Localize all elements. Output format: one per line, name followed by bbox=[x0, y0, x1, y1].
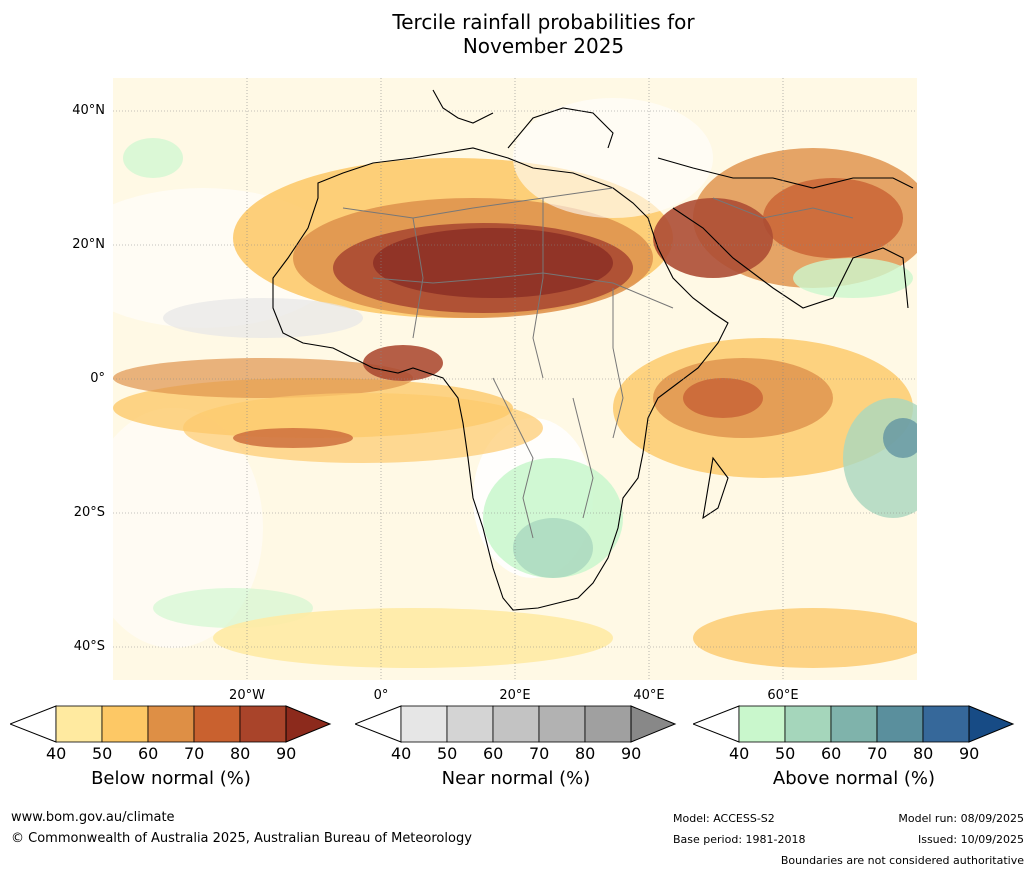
lon-label-20e: 20°E bbox=[499, 688, 531, 703]
colorbar-near-segment-80 bbox=[584, 705, 632, 743]
colorbar-above-tick-70: 70 bbox=[867, 744, 888, 763]
footer-base-period: Base period: 1981-2018 bbox=[673, 833, 806, 846]
colorbar-above-segment-60 bbox=[830, 705, 878, 743]
colorbar-above-tick-60: 60 bbox=[821, 744, 842, 763]
footer-url[interactable]: www.bom.gov.au/climate bbox=[11, 810, 175, 825]
colorbar-near-tick-50: 50 bbox=[437, 744, 458, 763]
colorbar-title-near: Near normal (%) bbox=[441, 768, 591, 789]
colorbar-above-upper-extend bbox=[968, 705, 1015, 743]
colorbar-above-tick-50: 50 bbox=[775, 744, 796, 763]
title-line-1: Tercile rainfall probabilities for bbox=[392, 10, 695, 34]
colorbar-above-tick-80: 80 bbox=[913, 744, 934, 763]
colorbar-below-lower-extend bbox=[10, 705, 57, 743]
lat-label-20s: 20°S bbox=[73, 505, 105, 520]
lat-label-40n: 40°N bbox=[72, 103, 105, 118]
lon-label-20w: 20°W bbox=[229, 688, 265, 703]
colorbar-near-tick-40: 40 bbox=[391, 744, 412, 763]
lat-label-20n: 20°N bbox=[72, 237, 105, 252]
colorbar-near-tick-90: 90 bbox=[621, 744, 642, 763]
graticule bbox=[113, 78, 917, 680]
footer-model: Model: ACCESS-S2 bbox=[673, 812, 775, 825]
colorbar-below-segment-70 bbox=[193, 705, 241, 743]
footer-model-run: Model run: 08/09/2025 bbox=[898, 812, 1024, 825]
colorbar-near-tick-80: 80 bbox=[575, 744, 596, 763]
colorbar-below-segment-40 bbox=[55, 705, 103, 743]
colorbar-near-normal bbox=[355, 705, 677, 743]
colorbar-near-segment-50 bbox=[446, 705, 494, 743]
footer-disclaimer: Boundaries are not considered authoritat… bbox=[780, 854, 1024, 867]
lon-label-0: 0° bbox=[373, 688, 389, 703]
colorbar-near-segment-40 bbox=[400, 705, 448, 743]
colorbar-above-lower-extend bbox=[693, 705, 740, 743]
lat-label-40s: 40°S bbox=[73, 639, 105, 654]
colorbar-below-segment-80 bbox=[239, 705, 287, 743]
colorbar-below-upper-extend bbox=[285, 705, 332, 743]
colorbar-title-above: Above normal (%) bbox=[772, 768, 936, 789]
colorbar-near-tick-60: 60 bbox=[483, 744, 504, 763]
colorbar-below-normal bbox=[10, 705, 332, 743]
colorbar-near-tick-70: 70 bbox=[529, 744, 550, 763]
colorbar-near-lower-extend bbox=[355, 705, 402, 743]
colorbar-below-tick-90: 90 bbox=[276, 744, 297, 763]
colorbar-title-below: Below normal (%) bbox=[91, 768, 251, 789]
colorbar-above-segment-80 bbox=[922, 705, 970, 743]
colorbar-above-tick-90: 90 bbox=[959, 744, 980, 763]
map-title: Tercile rainfall probabilities for Novem… bbox=[0, 10, 1035, 58]
colorbar-above-segment-50 bbox=[784, 705, 832, 743]
country-borders bbox=[342, 187, 854, 539]
colorbar-near-upper-extend bbox=[630, 705, 677, 743]
colorbar-below-tick-50: 50 bbox=[92, 744, 113, 763]
colorbar-below-tick-80: 80 bbox=[230, 744, 251, 763]
colorbar-below-tick-60: 60 bbox=[138, 744, 159, 763]
lon-label-40e: 40°E bbox=[633, 688, 665, 703]
footer-copyright: © Commonwealth of Australia 2025, Austra… bbox=[11, 831, 472, 846]
colorbar-above-segment-70 bbox=[876, 705, 924, 743]
colorbar-below-segment-50 bbox=[101, 705, 149, 743]
lon-label-60e: 60°E bbox=[767, 688, 799, 703]
title-line-2: November 2025 bbox=[462, 34, 625, 58]
colorbar-below-tick-70: 70 bbox=[184, 744, 205, 763]
lat-label-equator: 0° bbox=[90, 371, 105, 386]
colorbar-near-segment-60 bbox=[492, 705, 540, 743]
colorbar-above-tick-40: 40 bbox=[729, 744, 750, 763]
colorbar-near-segment-70 bbox=[538, 705, 586, 743]
colorbar-below-tick-40: 40 bbox=[46, 744, 67, 763]
colorbar-below-segment-60 bbox=[147, 705, 195, 743]
coastlines bbox=[272, 89, 914, 611]
colorbar-above-normal bbox=[693, 705, 1015, 743]
colorbar-above-segment-40 bbox=[738, 705, 786, 743]
footer-issued: Issued: 10/09/2025 bbox=[917, 833, 1024, 846]
rainfall-probability-map bbox=[113, 78, 917, 680]
